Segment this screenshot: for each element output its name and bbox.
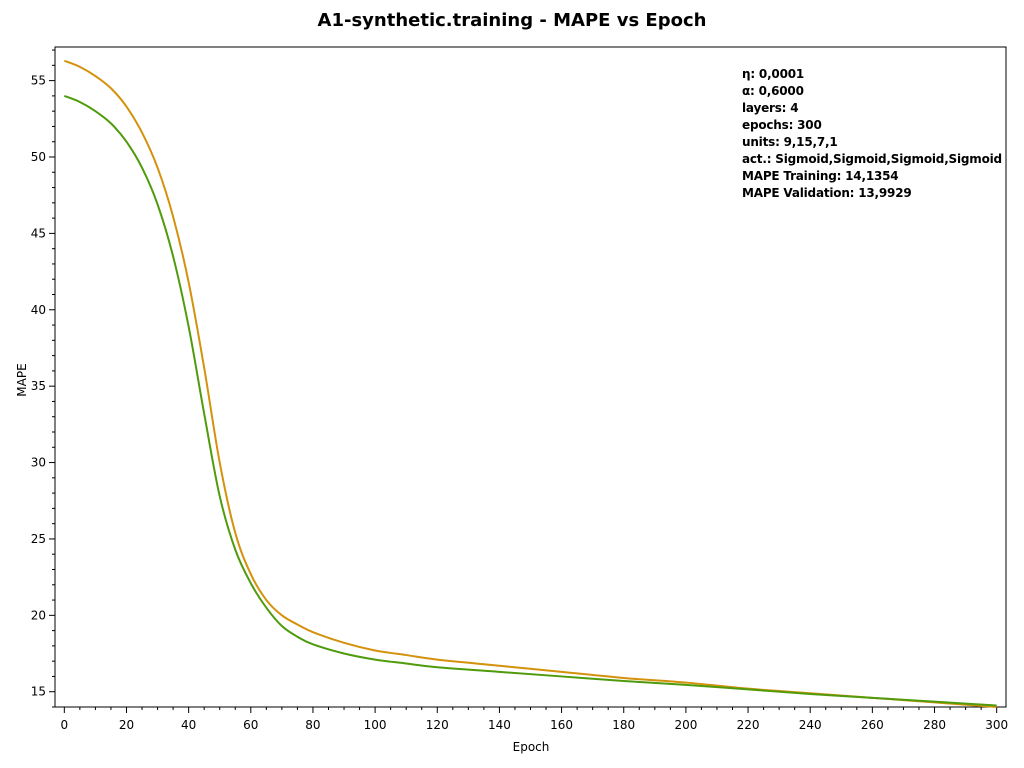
x-tick-label: 20 <box>119 718 134 732</box>
x-tick-label: 240 <box>799 718 822 732</box>
epochs-annotation: epochs: 300 <box>742 118 822 132</box>
mape-training-annotation: MAPE Training: 14,1354 <box>742 169 899 183</box>
y-tick-label: 20 <box>31 608 46 622</box>
mape-validation-annotation: MAPE Validation: 13,9929 <box>742 186 912 200</box>
x-axis: 0 20 40 60 80 100 120 140 160 180 200 220 240 260 280 3… <box>61 707 1008 732</box>
x-tick-label: 280 <box>923 718 946 732</box>
y-tick-label: 55 <box>31 74 46 88</box>
x-tick-label: 40 <box>181 718 196 732</box>
x-tick-label: 200 <box>674 718 697 732</box>
x-tick-label: 160 <box>550 718 573 732</box>
x-tick-label: 80 <box>305 718 320 732</box>
series-line-green <box>63 94 997 707</box>
x-tick-label: 300 <box>985 718 1008 732</box>
chart-title: A1-synthetic.training - MAPE vs Epoch <box>317 10 707 31</box>
x-tick-label: 180 <box>612 718 635 732</box>
x-tick-label: 120 <box>426 718 449 732</box>
x-tick-label: 220 <box>737 718 760 732</box>
y-axis-label: MAPE <box>15 363 29 396</box>
layers-annotation: layers: 4 <box>742 101 799 115</box>
x-tick-label: 60 <box>243 718 258 732</box>
y-tick-label: 15 <box>31 685 46 699</box>
x-tick-label: 140 <box>488 718 511 732</box>
y-tick-label: 25 <box>31 532 46 546</box>
series-group <box>63 59 997 708</box>
series-line-orange <box>63 59 997 708</box>
parameter-annotation: η: 0,0001 α: 0,6000 layers: 4 epochs: 30… <box>742 66 1002 202</box>
x-axis-label: Epoch <box>513 740 550 754</box>
y-tick-label: 40 <box>31 303 46 317</box>
y-tick-label: 45 <box>31 226 46 240</box>
y-tick-label: 50 <box>31 150 46 164</box>
y-tick-label: 35 <box>31 379 46 393</box>
x-tick-label: 0 <box>61 718 69 732</box>
units-annotation: units: 9,15,7,1 <box>742 135 838 149</box>
y-axis: 15 20 25 30 35 40 45 50 55 <box>31 49 55 708</box>
alpha-annotation: α: 0,6000 <box>742 84 804 98</box>
activation-annotation: act.: Sigmoid,Sigmoid,Sigmoid,Sigmoid <box>742 152 1002 166</box>
x-tick-label: 260 <box>861 718 884 732</box>
x-tick-label: 100 <box>364 718 387 732</box>
y-tick-label: 30 <box>31 456 46 470</box>
eta-annotation: η: 0,0001 <box>742 67 805 81</box>
